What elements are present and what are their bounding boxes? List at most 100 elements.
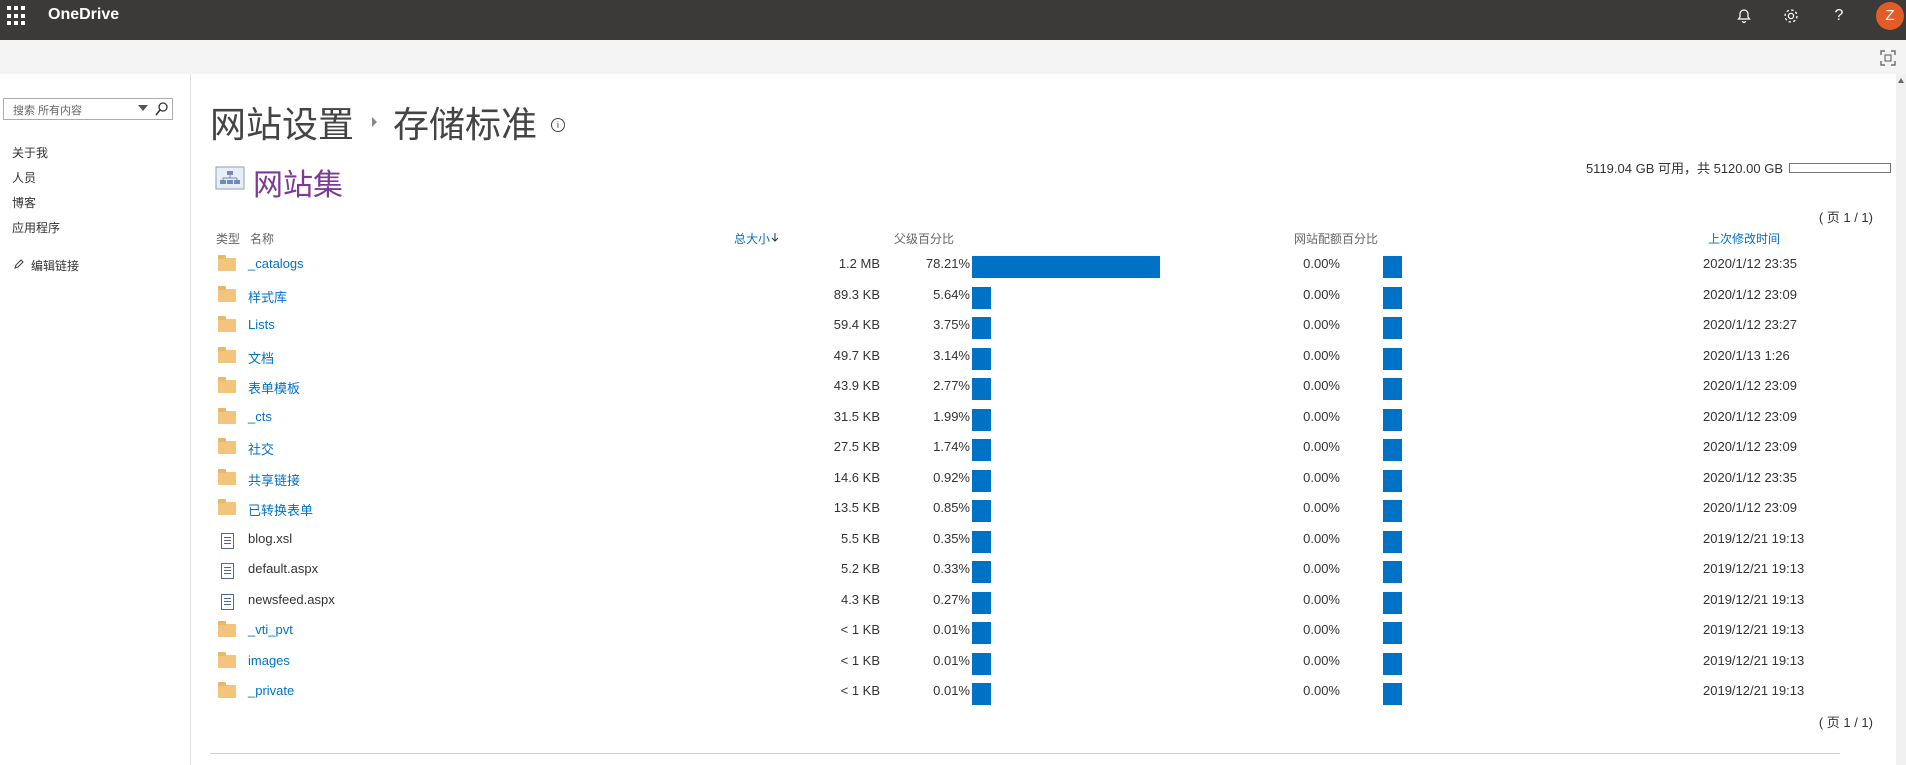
item-name[interactable]: 样式库 [248, 289, 288, 305]
parent-percent-bar [972, 591, 991, 614]
item-quota-percent: 0.00% [1303, 317, 1340, 332]
item-parent-percent: 0.35% [933, 530, 970, 546]
nav-item-blog[interactable]: 博客 [12, 196, 37, 210]
item-parent-percent: 0.01% [933, 622, 970, 637]
search-box[interactable]: 搜索 所有内容 [3, 98, 173, 120]
file-icon [218, 593, 236, 610]
app-launcher-icon[interactable] [6, 5, 28, 27]
bell-icon[interactable] [1733, 5, 1755, 27]
edit-links-button[interactable]: 编辑链接 [13, 257, 79, 274]
item-parent-percent: 1.99% [933, 408, 970, 424]
item-size: 27.5 KB [833, 439, 880, 454]
table-row: Lists 59.4 KB 3.75% 0.00% 2020/1/12 23:27 [210, 316, 1886, 347]
search-scope-dropdown-icon[interactable] [138, 105, 148, 111]
item-name: default.aspx [248, 561, 319, 576]
storage-usage-text: 5119.04 GB 可用，共 5120.00 GB [1585, 161, 1783, 176]
item-quota-percent: 0.00% [1303, 561, 1340, 576]
search-icon[interactable] [154, 101, 170, 117]
item-modified: 2019/12/21 19:13 [1703, 530, 1805, 546]
item-name[interactable]: 共享链接 [248, 472, 301, 488]
folder-icon [218, 438, 236, 455]
item-name[interactable]: 已转换表单 [248, 503, 314, 518]
item-quota-percent: 0.00% [1303, 347, 1340, 363]
item-size: 31.5 KB [833, 408, 880, 424]
item-size: 89.3 KB [833, 286, 880, 302]
item-quota-percent: 0.00% [1303, 286, 1340, 302]
focus-mode-icon[interactable] [1880, 50, 1896, 66]
column-header-size[interactable]: 总大小 [734, 230, 779, 247]
quota-percent-bar [1383, 317, 1402, 339]
item-parent-percent: 5.64% [933, 286, 970, 302]
column-header-modified[interactable]: 上次修改时间 [1708, 232, 1781, 246]
item-name[interactable]: 文档 [248, 350, 275, 366]
item-modified: 2019/12/21 19:13 [1703, 561, 1805, 576]
table-row: 社交 27.5 KB 1.74% 0.00% 2020/1/12 23:09 [210, 438, 1886, 469]
item-name[interactable]: _private [248, 683, 295, 698]
item-size: 49.7 KB [833, 347, 880, 363]
item-modified: 2019/12/21 19:13 [1703, 652, 1805, 668]
site-collection-title[interactable]: 网站集 [253, 169, 343, 202]
parent-percent-bar [972, 439, 991, 461]
quota-percent-bar [1383, 500, 1402, 522]
item-parent-percent: 0.01% [933, 652, 970, 668]
file-icon [218, 563, 236, 579]
column-header-quota-percent: 网站配额百分比 [1294, 232, 1379, 246]
storage-usage: 5119.04 GB 可用，共 5120.00 GB [1586, 158, 1891, 177]
parent-percent-bar [972, 256, 1160, 278]
item-quota-percent: 0.00% [1303, 652, 1340, 668]
item-modified: 2020/1/12 23:27 [1703, 317, 1797, 332]
pager-bottom: ( 页 1 / 1) [1818, 715, 1873, 730]
column-header-parent-percent: 父级百分比 [894, 232, 955, 246]
file-icon [218, 532, 236, 549]
folder-icon [218, 682, 236, 699]
item-name[interactable]: images [248, 652, 290, 668]
folder-icon [218, 346, 236, 364]
item-quota-percent: 0.00% [1303, 622, 1340, 637]
left-navigation: 搜索 所有内容 关于我 人员 博客 应用程序 编辑链接 [0, 74, 191, 765]
table-row: images < 1 KB 0.01% 0.00% 2019/12/21 19:13 [210, 651, 1886, 683]
quota-percent-bar [1383, 591, 1402, 614]
item-name[interactable]: 表单模板 [248, 381, 301, 396]
quota-percent-bar [1383, 622, 1402, 644]
item-parent-percent: 0.27% [933, 591, 970, 607]
search-input[interactable]: 搜索 所有内容 [13, 105, 83, 117]
folder-icon [218, 407, 236, 425]
item-parent-percent: 0.33% [933, 561, 970, 576]
table-row: blog.xsl 5.5 KB 0.35% 0.00% 2019/12/21 19:13 [210, 530, 1886, 561]
gear-icon[interactable] [1780, 5, 1802, 27]
item-modified: 2019/12/21 19:13 [1703, 591, 1805, 607]
nav-item-people[interactable]: 人员 [12, 171, 37, 185]
item-modified: 2019/12/21 19:13 [1703, 683, 1805, 698]
app-name[interactable]: OneDrive [48, 6, 120, 23]
item-name[interactable]: 社交 [248, 442, 275, 457]
breadcrumb-site-settings[interactable]: 网站设置 [210, 104, 355, 145]
avatar[interactable]: Z [1876, 2, 1904, 30]
parent-percent-bar [972, 317, 991, 339]
folder-icon [218, 377, 236, 394]
table-bottom-divider [210, 753, 1840, 754]
item-name[interactable]: _cts [248, 408, 272, 424]
nav-item-about-me[interactable]: 关于我 [12, 146, 49, 160]
table-row: _catalogs 1.2 MB 78.21% 0.00% 2020/1/12 23:3… [210, 255, 1886, 286]
item-name[interactable]: _vti_pvt [248, 622, 293, 637]
item-size: < 1 KB [840, 652, 880, 668]
quota-percent-bar [1383, 561, 1402, 583]
table-row: 表单模板 43.9 KB 2.77% 0.00% 2020/1/12 23:09 [210, 377, 1886, 408]
table-row: _vti_pvt < 1 KB 0.01% 0.00% 2019/12/21 19:13 [210, 621, 1886, 652]
item-name[interactable]: Lists [248, 317, 275, 332]
help-icon[interactable]: ? [1834, 7, 1844, 24]
item-name[interactable]: _catalogs [248, 256, 304, 271]
column-header-size-label: 总大小 [734, 232, 771, 246]
page-title: 网站设置 存储标准 i [210, 96, 566, 148]
quota-percent-bar [1383, 378, 1402, 400]
nav-item-apps[interactable]: 应用程序 [12, 221, 61, 235]
edit-links-label: 编辑链接 [31, 259, 80, 273]
item-quota-percent: 0.00% [1303, 408, 1340, 424]
item-size: 43.9 KB [833, 378, 880, 393]
vertical-scrollbar[interactable] [1896, 74, 1906, 765]
item-name: newsfeed.aspx [248, 591, 335, 607]
item-size: < 1 KB [840, 622, 880, 637]
item-modified: 2019/12/21 19:13 [1703, 622, 1805, 637]
folder-icon [218, 285, 236, 303]
info-icon[interactable]: i [551, 118, 566, 132]
